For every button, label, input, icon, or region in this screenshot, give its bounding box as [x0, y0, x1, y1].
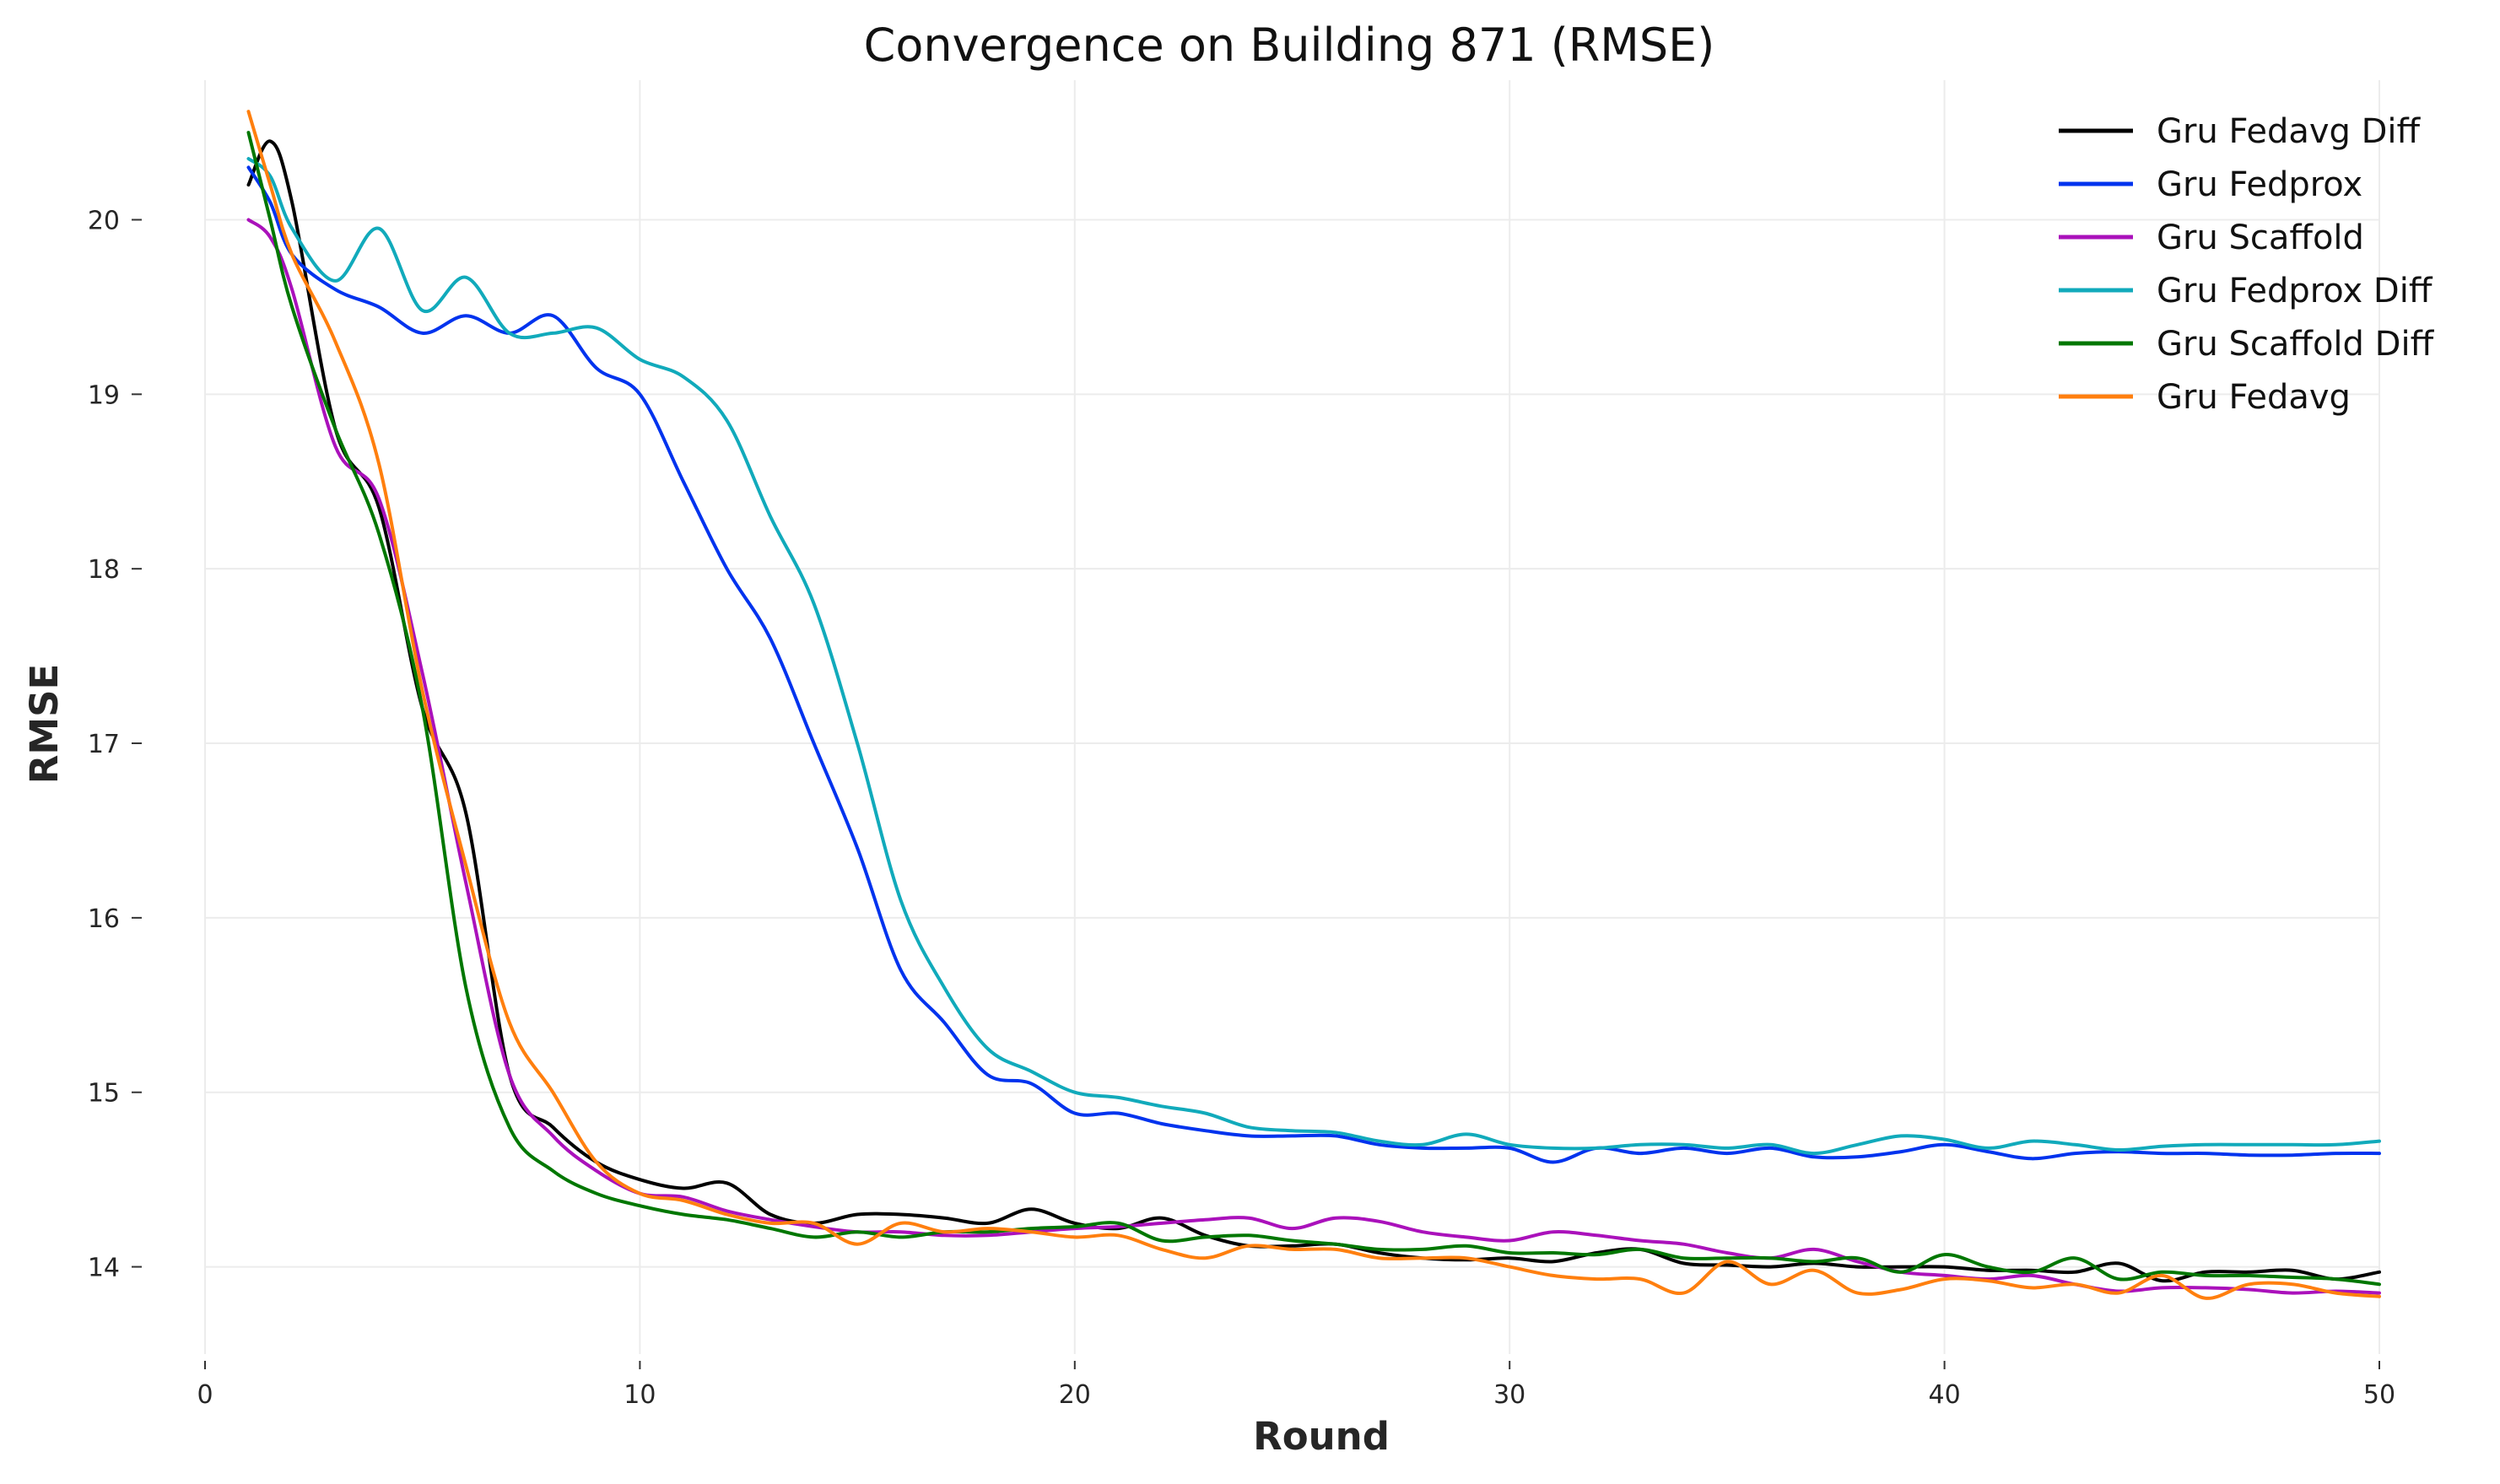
legend-label-gru-fedavg-diff: Gru Fedavg Diff: [2157, 112, 2422, 151]
y-tick-label-6: 20: [88, 206, 120, 235]
legend-label-gru-fedprox-diff: Gru Fedprox Diff: [2157, 272, 2433, 310]
y-tick-label-5: 19: [88, 380, 120, 410]
y-tick-label-3: 17: [88, 730, 120, 759]
series-layer: [246, 110, 2381, 1300]
legend-label-gru-scaffold-diff: Gru Scaffold Diff: [2157, 325, 2435, 364]
legend-item-gru-fedprox: Gru Fedprox: [2059, 165, 2362, 204]
x-tick-label-5: 50: [2363, 1380, 2395, 1410]
y-tick-label-2: 16: [88, 904, 120, 934]
grid-layer: [204, 80, 2380, 1354]
legend-label-gru-fedprox: Gru Fedprox: [2157, 165, 2362, 204]
legend-label-gru-fedavg: Gru Fedavg: [2157, 378, 2351, 417]
x-tick-label-1: 10: [624, 1380, 656, 1410]
legend: Gru Fedavg Diff Gru Fedprox Gru Scaffold Gr…: [2059, 112, 2435, 417]
legend-item-gru-fedavg: Gru Fedavg: [2059, 378, 2351, 417]
legend-item-gru-fedavg-diff: Gru Fedavg Diff: [2059, 112, 2422, 151]
y-tick-label-4: 18: [88, 555, 120, 585]
series-line-gru-fedavg: [246, 110, 2381, 1300]
legend-item-gru-scaffold-diff: Gru Scaffold Diff: [2059, 325, 2435, 364]
legend-item-gru-fedprox-diff: Gru Fedprox Diff: [2059, 272, 2433, 310]
legend-label-gru-scaffold: Gru Scaffold: [2157, 219, 2364, 257]
x-tick-label-3: 30: [1493, 1380, 1525, 1410]
x-tick-label-4: 40: [1929, 1380, 1961, 1410]
series-line-gru-fedprox: [246, 165, 2381, 1164]
y-tick-label-0: 14: [88, 1254, 120, 1283]
series-line-gru-scaffold-diff: [246, 131, 2381, 1287]
series-line-gru-fedprox-diff: [246, 157, 2381, 1156]
x-axis-label: Round: [1253, 1414, 1390, 1459]
chart-title: Convergence on Building 871 (RMSE): [864, 19, 1715, 72]
x-tick-label-0: 0: [197, 1380, 213, 1410]
series-line-gru-fedavg-diff: [246, 139, 2381, 1283]
y-axis-label: RMSE: [22, 664, 67, 785]
y-tick-label-1: 15: [88, 1079, 120, 1109]
x-tick-label-2: 20: [1059, 1380, 1091, 1410]
tick-layer: 0 10 20 30 40 50 14 15 16 17 18 19 20: [88, 206, 2395, 1410]
legend-item-gru-scaffold: Gru Scaffold: [2059, 219, 2364, 257]
